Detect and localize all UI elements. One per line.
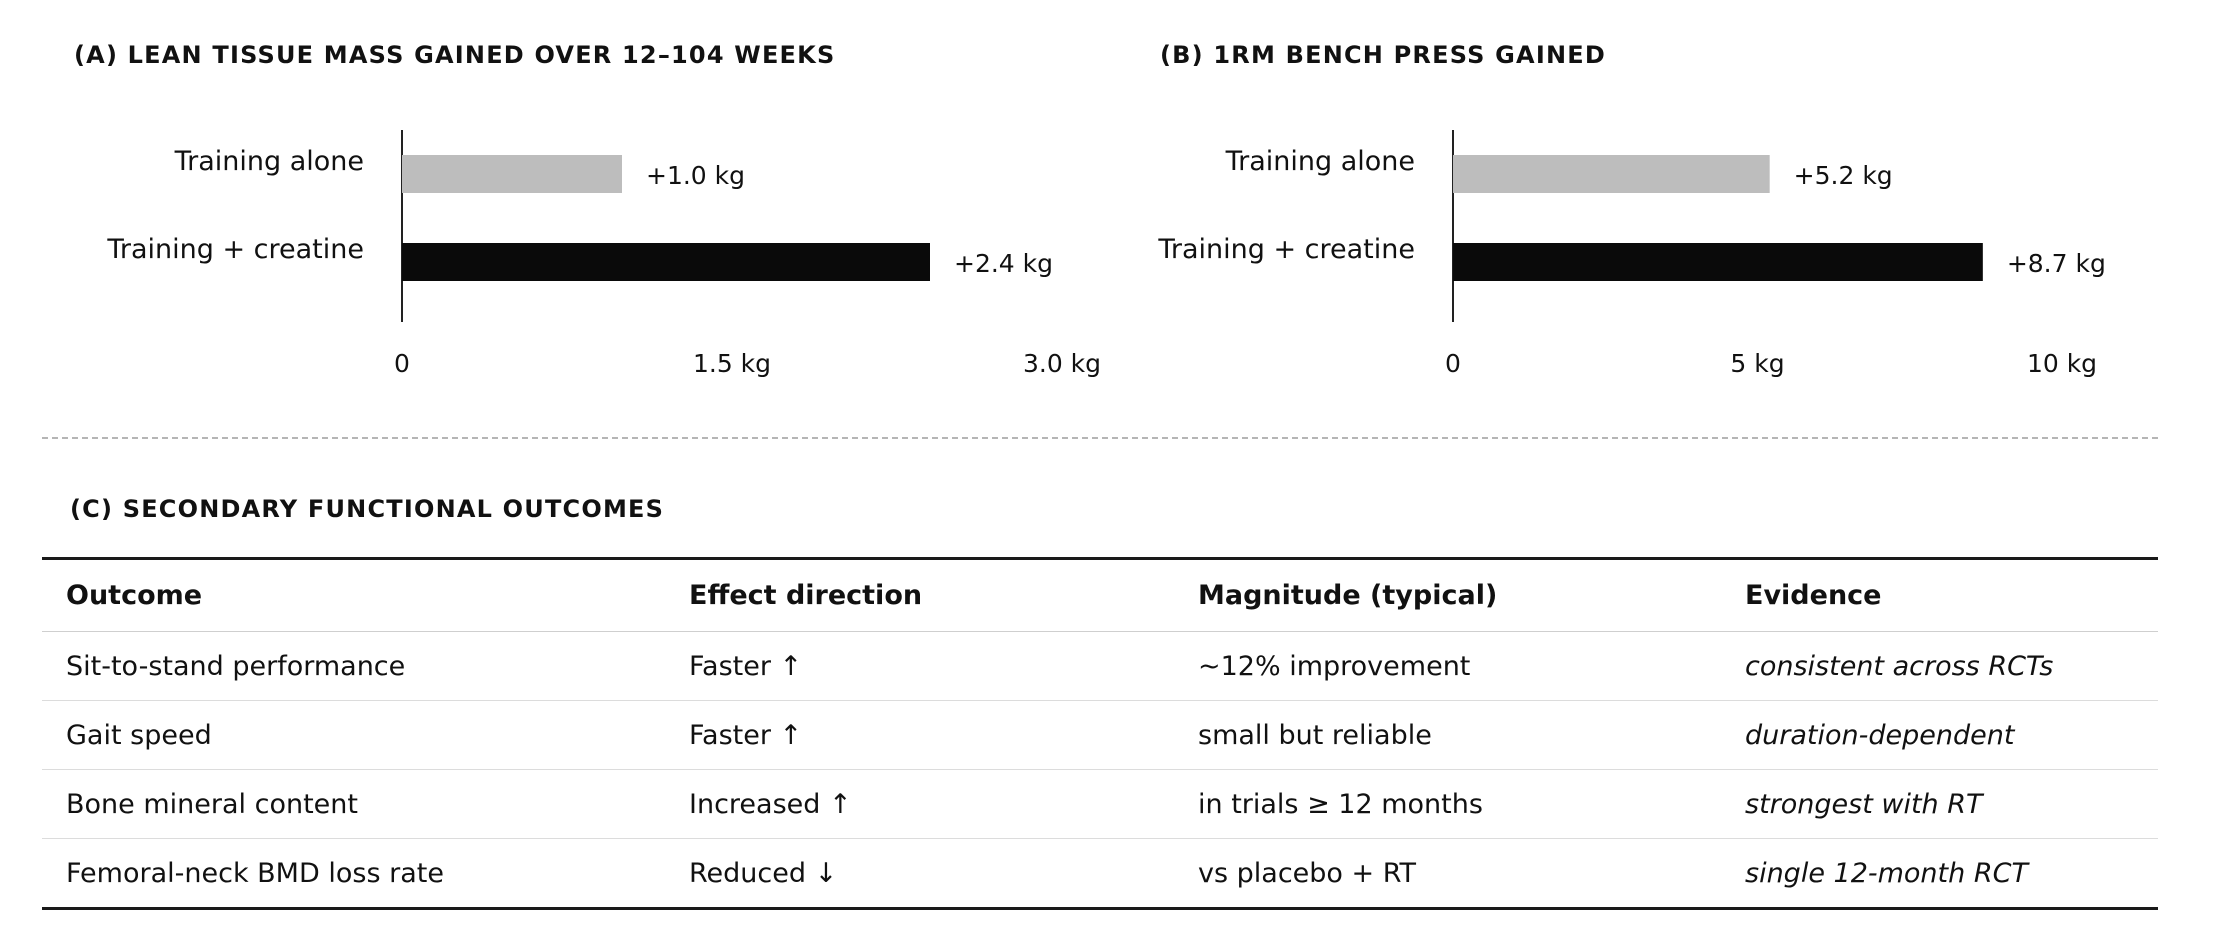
chart-b-category-label-0: Training alone — [1225, 146, 1415, 177]
table-row: Sit-to-stand performance Faster ↑ ~12% i… — [42, 631, 2158, 701]
cell-evidence: strongest with RT — [1721, 769, 2158, 839]
cell-evidence: single 12-month RCT — [1745, 857, 2028, 889]
chart-b-data-label-0: +5.2 kg — [1794, 161, 1893, 190]
table-row: Bone mineral content Increased ↑ in tria… — [42, 769, 2158, 839]
chart-a-x-tick-label-1: 1.5 kg — [693, 349, 771, 378]
cell-effect-direction: Reduced ↓ — [689, 857, 838, 889]
cell-outcome: Bone mineral content — [42, 769, 665, 839]
chart-b-bench-press: Training alone +5.2 kg Training + creatine… — [1157, 130, 2106, 378]
header-outcome: Outcome — [42, 558, 665, 632]
chart-b-bar-0 — [1453, 155, 1770, 193]
header-effect-direction: Effect direction — [665, 558, 1174, 632]
chart-a-data-label-0: +1.0 kg — [646, 161, 745, 190]
cell-evidence: duration-dependent — [1721, 700, 2158, 770]
cell-outcome: Sit-to-stand performance — [42, 631, 665, 701]
chart-a-x-tick-label-2: 3.0 kg — [1023, 349, 1101, 378]
cell-effect-direction: Faster ↑ — [665, 700, 1174, 770]
chart-b-title: (B) 1RM BENCH PRESS GAINED — [1160, 41, 1606, 69]
table-row: Gait speed Faster ↑ small but reliable d… — [42, 700, 2158, 770]
chart-b-category-label-1: Training + creatine — [1157, 234, 1415, 265]
chart-a-data-label-1: +2.4 kg — [954, 249, 1053, 278]
chart-a-title: (A) LEAN TISSUE MASS GAINED OVER 12–104 … — [74, 41, 836, 69]
cell-magnitude: in trials ≥ 12 months — [1174, 769, 1721, 839]
chart-a-bar-1 — [402, 243, 930, 281]
chart-b-data-label-1: +8.7 kg — [2007, 249, 2106, 278]
outcomes-table: Outcome Effect direction Magnitude (typi… — [42, 557, 2158, 910]
table-row: Femoral-neck BMD loss rate Reduced ↓ vs … — [42, 839, 2158, 909]
table-c-title: (C) SECONDARY FUNCTIONAL OUTCOMES — [70, 495, 665, 523]
cell-effect-direction: Increased ↑ — [665, 769, 1174, 839]
chart-b-bar-1 — [1453, 243, 1983, 281]
cell-outcome: Femoral-neck BMD loss rate — [66, 857, 444, 889]
chart-a-category-label-1: Training + creatine — [106, 234, 364, 265]
chart-a-lean-mass: Training alone +1.0 kg Training + creatine… — [106, 130, 1101, 378]
chart-a-bar-0 — [402, 155, 622, 193]
chart-a-category-label-0: Training alone — [174, 146, 364, 177]
cell-effect-direction: Faster ↑ — [665, 631, 1174, 701]
chart-b-x-tick-label-0: 0 — [1445, 349, 1461, 378]
chart-a-x-tick-label-0: 0 — [394, 349, 410, 378]
cell-magnitude: ~12% improvement — [1174, 631, 1721, 701]
cell-magnitude: vs placebo + RT — [1198, 857, 1417, 889]
cell-evidence: consistent across RCTs — [1721, 631, 2158, 701]
chart-b-x-tick-label-1: 5 kg — [1730, 349, 1784, 378]
section-divider — [42, 437, 2158, 439]
cell-outcome: Gait speed — [42, 700, 665, 770]
cell-magnitude: small but reliable — [1174, 700, 1721, 770]
header-magnitude: Magnitude (typical) — [1174, 558, 1721, 632]
header-evidence: Evidence — [1721, 558, 2158, 632]
chart-b-x-tick-label-2: 10 kg — [2027, 349, 2097, 378]
table-header-row: Outcome Effect direction Magnitude (typi… — [42, 558, 2158, 632]
